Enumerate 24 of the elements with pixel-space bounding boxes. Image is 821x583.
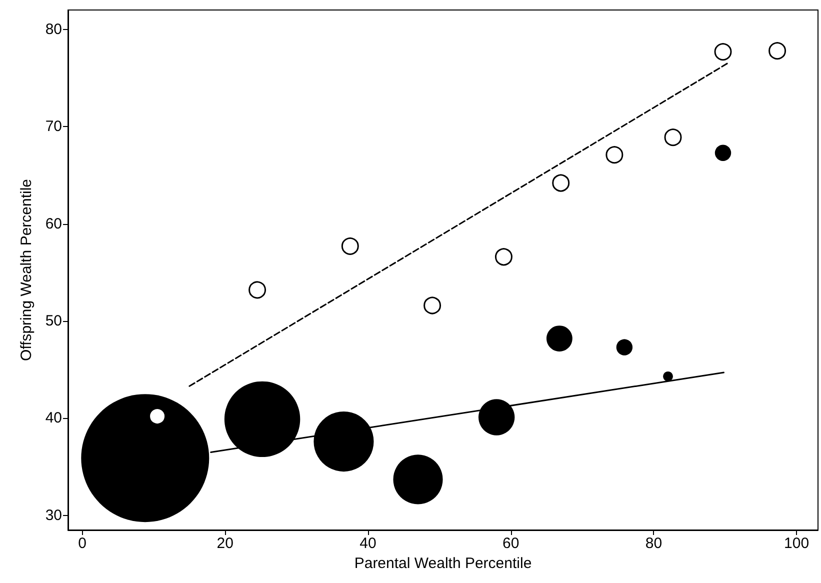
y-tick-label: 50 xyxy=(45,312,62,330)
y-tick-label: 80 xyxy=(45,20,62,38)
point xyxy=(606,146,624,164)
y-tick-label: 70 xyxy=(45,118,62,136)
point xyxy=(768,42,786,60)
point xyxy=(494,248,512,266)
point xyxy=(341,237,359,255)
x-tick-label: 80 xyxy=(645,535,662,552)
y-tick-label: 60 xyxy=(45,215,62,232)
y-axis-title: Offspring Wealth Percentile xyxy=(18,178,35,362)
point xyxy=(714,43,732,61)
point xyxy=(148,408,166,426)
y-tick-label: 40 xyxy=(45,410,62,427)
point xyxy=(424,296,442,314)
x-tick-label: 60 xyxy=(502,535,520,552)
x-tick-label: 40 xyxy=(360,535,376,552)
point xyxy=(664,128,682,146)
x-tick-label: 100 xyxy=(784,535,810,552)
point xyxy=(248,281,266,299)
x-tick-label: 0 xyxy=(78,535,86,552)
y-tick-label: 30 xyxy=(45,506,62,524)
x-axis-title: Parental Wealth Percentile xyxy=(354,554,532,572)
point xyxy=(552,174,570,192)
x-tick-label: 20 xyxy=(216,535,234,552)
